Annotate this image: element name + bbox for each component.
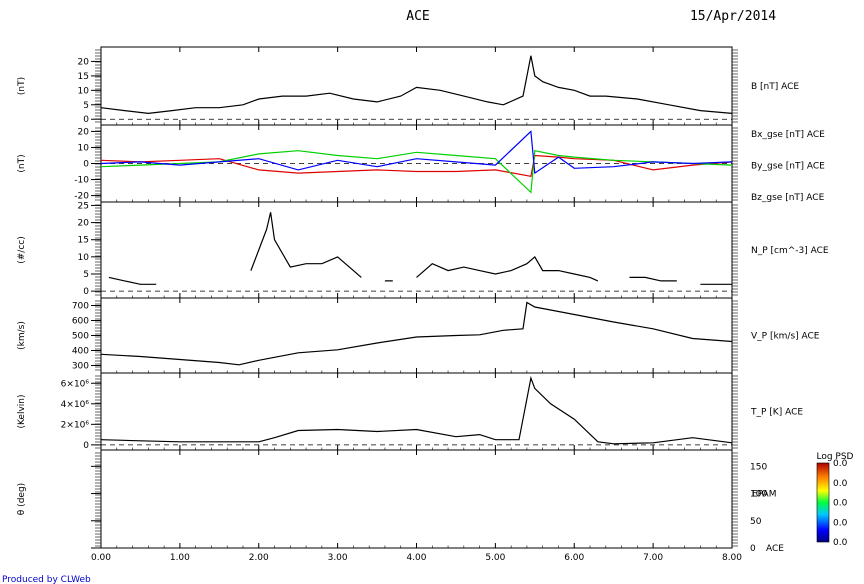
- x-tick-label: 4.00: [406, 553, 426, 563]
- y-tick-label: 600: [72, 317, 89, 327]
- colorbar: [816, 462, 830, 543]
- legend-label: T_P [K] ACE: [750, 408, 803, 418]
- colorbar-label: 0.0: [833, 479, 848, 489]
- legend-label: By_gse [nT] ACE: [751, 162, 825, 172]
- panel-frame: [100, 201, 733, 299]
- colorbar-label: 0.0: [833, 518, 848, 528]
- chart-title: ACE: [406, 9, 429, 24]
- y-tick-label: 150: [750, 462, 767, 472]
- y-tick-label: 700: [72, 302, 89, 312]
- x-tick-label: 2.00: [249, 553, 269, 563]
- series-line-3: [100, 130, 733, 175]
- panel-3: 25 20 15 10 5 0 (#/cc) N_P [cm^-3] ACE: [17, 201, 829, 299]
- y-axis-label: (Kelvin): [17, 394, 27, 428]
- y-tick-label: 10: [78, 86, 90, 96]
- colorbar-title: Log PSD: [816, 452, 853, 462]
- chart-date: 15/Apr/2014: [690, 9, 776, 24]
- footer-credit: Produced by CLWeb: [2, 575, 91, 584]
- y-axis-label: (nT): [17, 154, 27, 172]
- y-tick-label: 20: [78, 57, 90, 67]
- x-tick-label: 0.00: [91, 553, 111, 563]
- y-tick-label: 15: [78, 236, 89, 246]
- y-tick-label: 20: [78, 127, 90, 137]
- y-tick-label: 50: [750, 517, 762, 527]
- x-tick-label: 5.00: [485, 553, 505, 563]
- y-tick-label: 6×10⁶: [61, 379, 90, 389]
- panel-4: 700 600 500 400 300 (km/s) V_P [km/s] ACE: [17, 297, 820, 374]
- y-tick-label: 25: [78, 201, 89, 211]
- panel-frame: [100, 372, 733, 451]
- panel-2: 20 10 0 -10 -20 (nT) Bx_gse [nT] ACE By_gse [nT…: [17, 124, 825, 203]
- instrument-tag: ACE: [766, 544, 784, 554]
- y-tick-label: 2×10⁶: [61, 420, 90, 430]
- x-tick-label: 7.00: [643, 553, 663, 563]
- y-axis-label: (nT): [17, 77, 27, 95]
- panel-frame: [100, 449, 733, 549]
- y-axis-label: (#/cc): [17, 236, 27, 264]
- y-tick-label: 0: [750, 544, 756, 554]
- x-tick-label: 1.00: [170, 553, 190, 563]
- y-tick-label: 5: [83, 270, 89, 280]
- y-tick-label: 0: [83, 287, 89, 297]
- legend-label: Bx_gse [nT] ACE: [751, 130, 825, 140]
- legend-label: N_P [cm^-3] ACE: [751, 246, 829, 256]
- colorbar-label: 0.0: [833, 499, 848, 509]
- y-tick-label: 10: [78, 253, 90, 263]
- y-tick-label: 100: [750, 490, 767, 500]
- y-tick-label: 10: [78, 143, 90, 153]
- panel-5: 6×10⁶ 4×10⁶ 2×10⁶ 0 (Kelvin) T_P [K] ACE: [17, 372, 803, 451]
- x-tick-label: 3.00: [328, 553, 348, 563]
- legend-label: Bz_gse [nT] ACE: [751, 193, 825, 203]
- y-tick-label: 15: [78, 72, 89, 82]
- panel-frame: [100, 297, 733, 374]
- instrument-label: EPAM: [752, 490, 776, 500]
- y-tick-label: 0: [83, 115, 89, 125]
- colorbar-label: 0.0: [833, 538, 848, 548]
- y-tick-label: -20: [74, 192, 89, 202]
- y-axis-label: (km/s): [17, 321, 27, 350]
- series-line-1: [100, 375, 733, 445]
- colorbar-label: 0.0: [833, 459, 848, 469]
- y-axis-label: θ (deg): [17, 483, 27, 515]
- y-tick-label: -10: [74, 176, 89, 186]
- y-tick-label: 500: [72, 332, 89, 342]
- series-line-1: [100, 301, 733, 366]
- series-line-1: [108, 212, 732, 285]
- x-tick-label: 8.00: [722, 553, 742, 563]
- x-tick-label: 6.00: [564, 553, 584, 563]
- y-tick-label: 0: [83, 160, 89, 170]
- legend-label: B [nT] ACE: [751, 82, 799, 92]
- y-tick-label: 4×10⁶: [61, 400, 90, 410]
- y-tick-label: 300: [72, 362, 89, 372]
- legend-label: V_P [km/s] ACE: [751, 332, 820, 342]
- series-line-1: [100, 55, 733, 115]
- panel-frame: [100, 46, 733, 126]
- y-tick-label: 400: [72, 347, 89, 357]
- y-tick-label: 5: [83, 101, 89, 111]
- panel-1: 20 15 10 5 0 (nT) B [nT] ACE: [17, 46, 799, 126]
- y-tick-label: 0: [83, 441, 89, 451]
- y-tick-label: 20: [78, 219, 90, 229]
